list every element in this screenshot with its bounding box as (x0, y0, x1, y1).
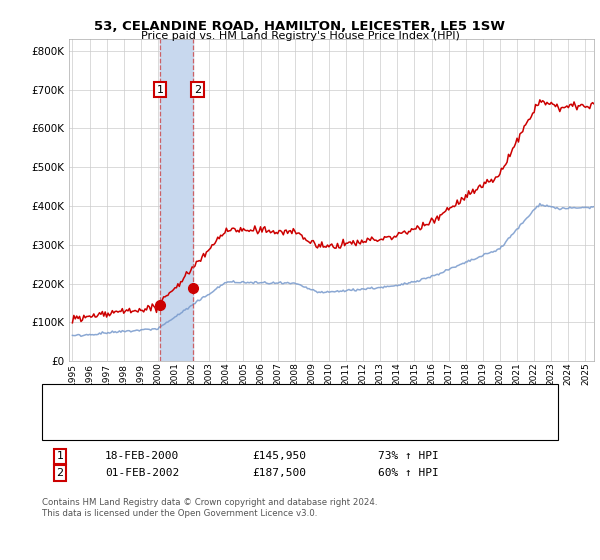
Text: 53, CELANDINE ROAD, HAMILTON, LEICESTER, LE5 1SW: 53, CELANDINE ROAD, HAMILTON, LEICESTER,… (95, 20, 505, 32)
Text: £145,950: £145,950 (252, 451, 306, 461)
Text: 1: 1 (56, 451, 64, 461)
Text: HPI: Average price, detached house, Leicester: HPI: Average price, detached house, Leic… (105, 412, 331, 422)
Text: Price paid vs. HM Land Registry's House Price Index (HPI): Price paid vs. HM Land Registry's House … (140, 31, 460, 41)
Text: 01-FEB-2002: 01-FEB-2002 (105, 468, 179, 478)
Text: 73% ↑ HPI: 73% ↑ HPI (378, 451, 439, 461)
Bar (160, 39, 193, 361)
Text: 60% ↑ HPI: 60% ↑ HPI (378, 468, 439, 478)
Text: 18-FEB-2000: 18-FEB-2000 (105, 451, 179, 461)
Text: 2: 2 (194, 85, 202, 95)
Text: £187,500: £187,500 (252, 468, 306, 478)
Text: ———: ——— (60, 390, 101, 403)
Text: Contains HM Land Registry data © Crown copyright and database right 2024.
This d: Contains HM Land Registry data © Crown c… (42, 498, 377, 518)
Text: ———: ——— (60, 410, 101, 424)
Text: 2: 2 (56, 468, 64, 478)
Text: 1: 1 (157, 85, 164, 95)
Text: 53, CELANDINE ROAD, HAMILTON, LEICESTER,  LE5 1SW (detached house): 53, CELANDINE ROAD, HAMILTON, LEICESTER,… (105, 391, 469, 402)
